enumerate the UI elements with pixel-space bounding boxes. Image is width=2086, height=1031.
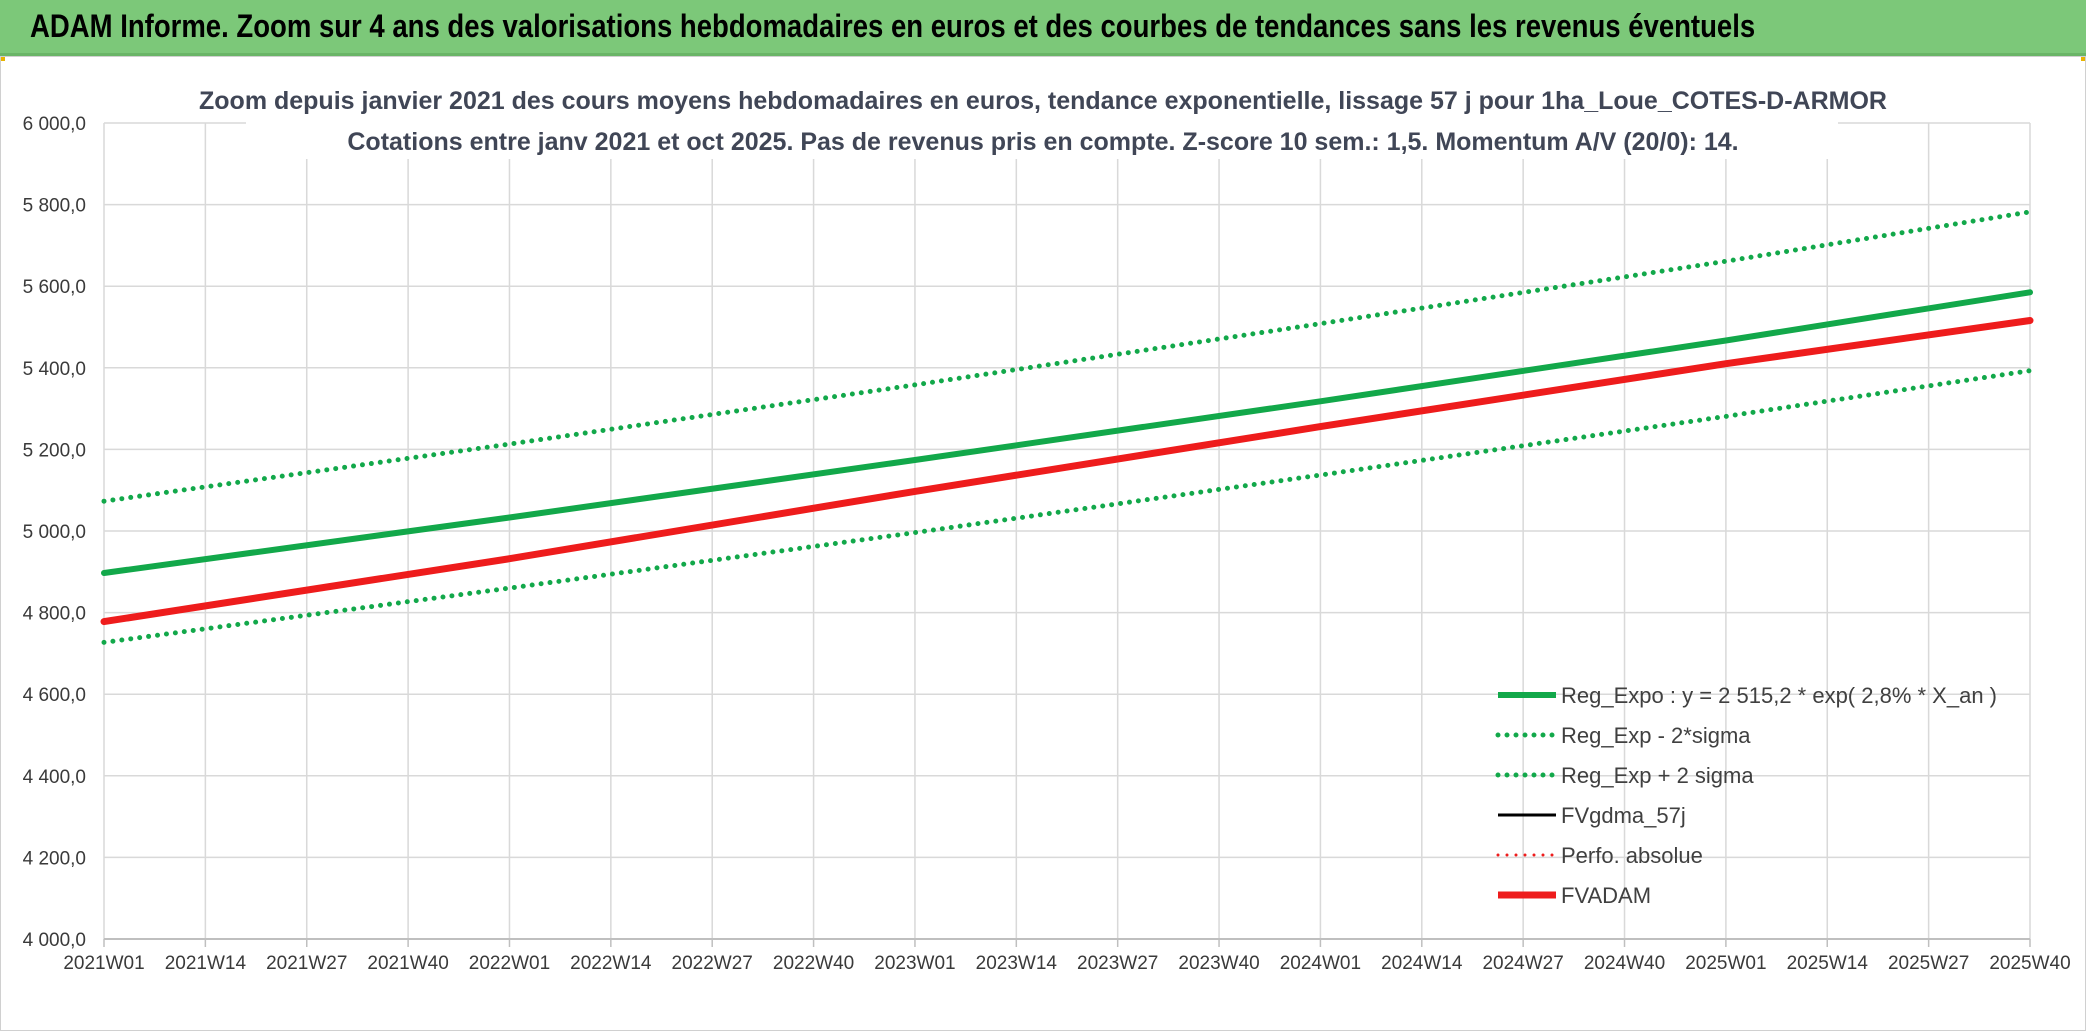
x-tick-label: 2023W27 [1077, 953, 1158, 974]
y-tick-label: 4 400,0 [23, 767, 86, 788]
x-tick-label: 2025W27 [1888, 953, 1969, 974]
y-tick-label: 5 200,0 [23, 440, 86, 461]
corner-marker-left [0, 56, 5, 61]
x-tick-label: 2023W14 [976, 953, 1058, 974]
x-tick-label: 2023W01 [874, 953, 955, 974]
x-tick-label: 2025W40 [1989, 953, 2070, 974]
chart-title-background [246, 77, 1838, 159]
y-tick-label: 4 200,0 [23, 848, 86, 869]
line-chart: 4 000,0 4 200,0 4 400,0 4 600,0 4 800,0 5 000… [23, 77, 2071, 974]
x-tick-label: 2025W01 [1685, 953, 1766, 974]
chart-axes: 4 000,0 4 200,0 4 400,0 4 600,0 4 800,0 5 000… [23, 114, 2071, 974]
y-tick-label: 5 400,0 [23, 359, 86, 380]
chart-title-line-2: Cotations entre janv 2021 et oct 2025. P… [347, 128, 1738, 156]
y-tick-label: 6 000,0 [23, 114, 86, 135]
chart-title-line-1: Zoom depuis janvier 2021 des cours moyen… [199, 87, 1887, 115]
legend-label-1: Reg_Exp - 2*sigma [1561, 723, 1751, 748]
legend-label-0: Reg_Expo : y = 2 515,2 * exp( 2,8% * X_a… [1561, 683, 1997, 708]
legend-label-4: Perfo. absolue [1561, 843, 1703, 868]
x-tick-label: 2021W14 [165, 953, 247, 974]
x-tick-label: 2024W40 [1584, 953, 1665, 974]
x-tick-label: 2022W14 [570, 953, 652, 974]
report-banner: ADAM Informe. Zoom sur 4 ans des valoris… [0, 0, 2086, 56]
legend-label-3: FVgdma_57j [1561, 803, 1686, 828]
x-tick-label: 2022W40 [773, 953, 854, 974]
x-tick-label: 2023W40 [1178, 953, 1259, 974]
x-tick-label: 2024W01 [1280, 953, 1361, 974]
legend-label-5: FVADAM [1561, 883, 1651, 908]
x-tick-label: 2024W27 [1482, 953, 1563, 974]
chart-frame: 4 000,0 4 200,0 4 400,0 4 600,0 4 800,0 5 000… [0, 56, 2086, 1031]
chart-series [100, 209, 2034, 645]
x-tick-label: 2021W27 [266, 953, 347, 974]
y-tick-label: 4 000,0 [23, 930, 86, 951]
y-tick-label: 4 600,0 [23, 685, 86, 706]
series-line-1 [101, 368, 2033, 645]
chart-legend: Reg_Expo : y = 2 515,2 * exp( 2,8% * X_a… [1495, 683, 1997, 908]
corner-marker-right [2081, 56, 2086, 61]
x-tick-label: 2021W40 [367, 953, 448, 974]
y-tick-label: 4 800,0 [23, 604, 86, 625]
y-tick-label: 5 600,0 [23, 277, 86, 298]
y-tick-label: 5 800,0 [23, 196, 86, 217]
series-line-2 [101, 209, 2033, 504]
x-tick-label: 2024W14 [1381, 953, 1463, 974]
x-tick-label: 2021W01 [63, 953, 144, 974]
x-tick-label: 2022W27 [672, 953, 753, 974]
y-tick-label: 5 000,0 [23, 522, 86, 543]
series-line-5 [100, 317, 2034, 626]
x-tick-label: 2022W01 [469, 953, 550, 974]
x-tick-label: 2025W14 [1787, 953, 1869, 974]
legend-label-2: Reg_Exp + 2 sigma [1561, 763, 1754, 788]
series-line-0 [101, 289, 2033, 576]
report-banner-title: ADAM Informe. Zoom sur 4 ans des valoris… [30, 8, 1756, 44]
